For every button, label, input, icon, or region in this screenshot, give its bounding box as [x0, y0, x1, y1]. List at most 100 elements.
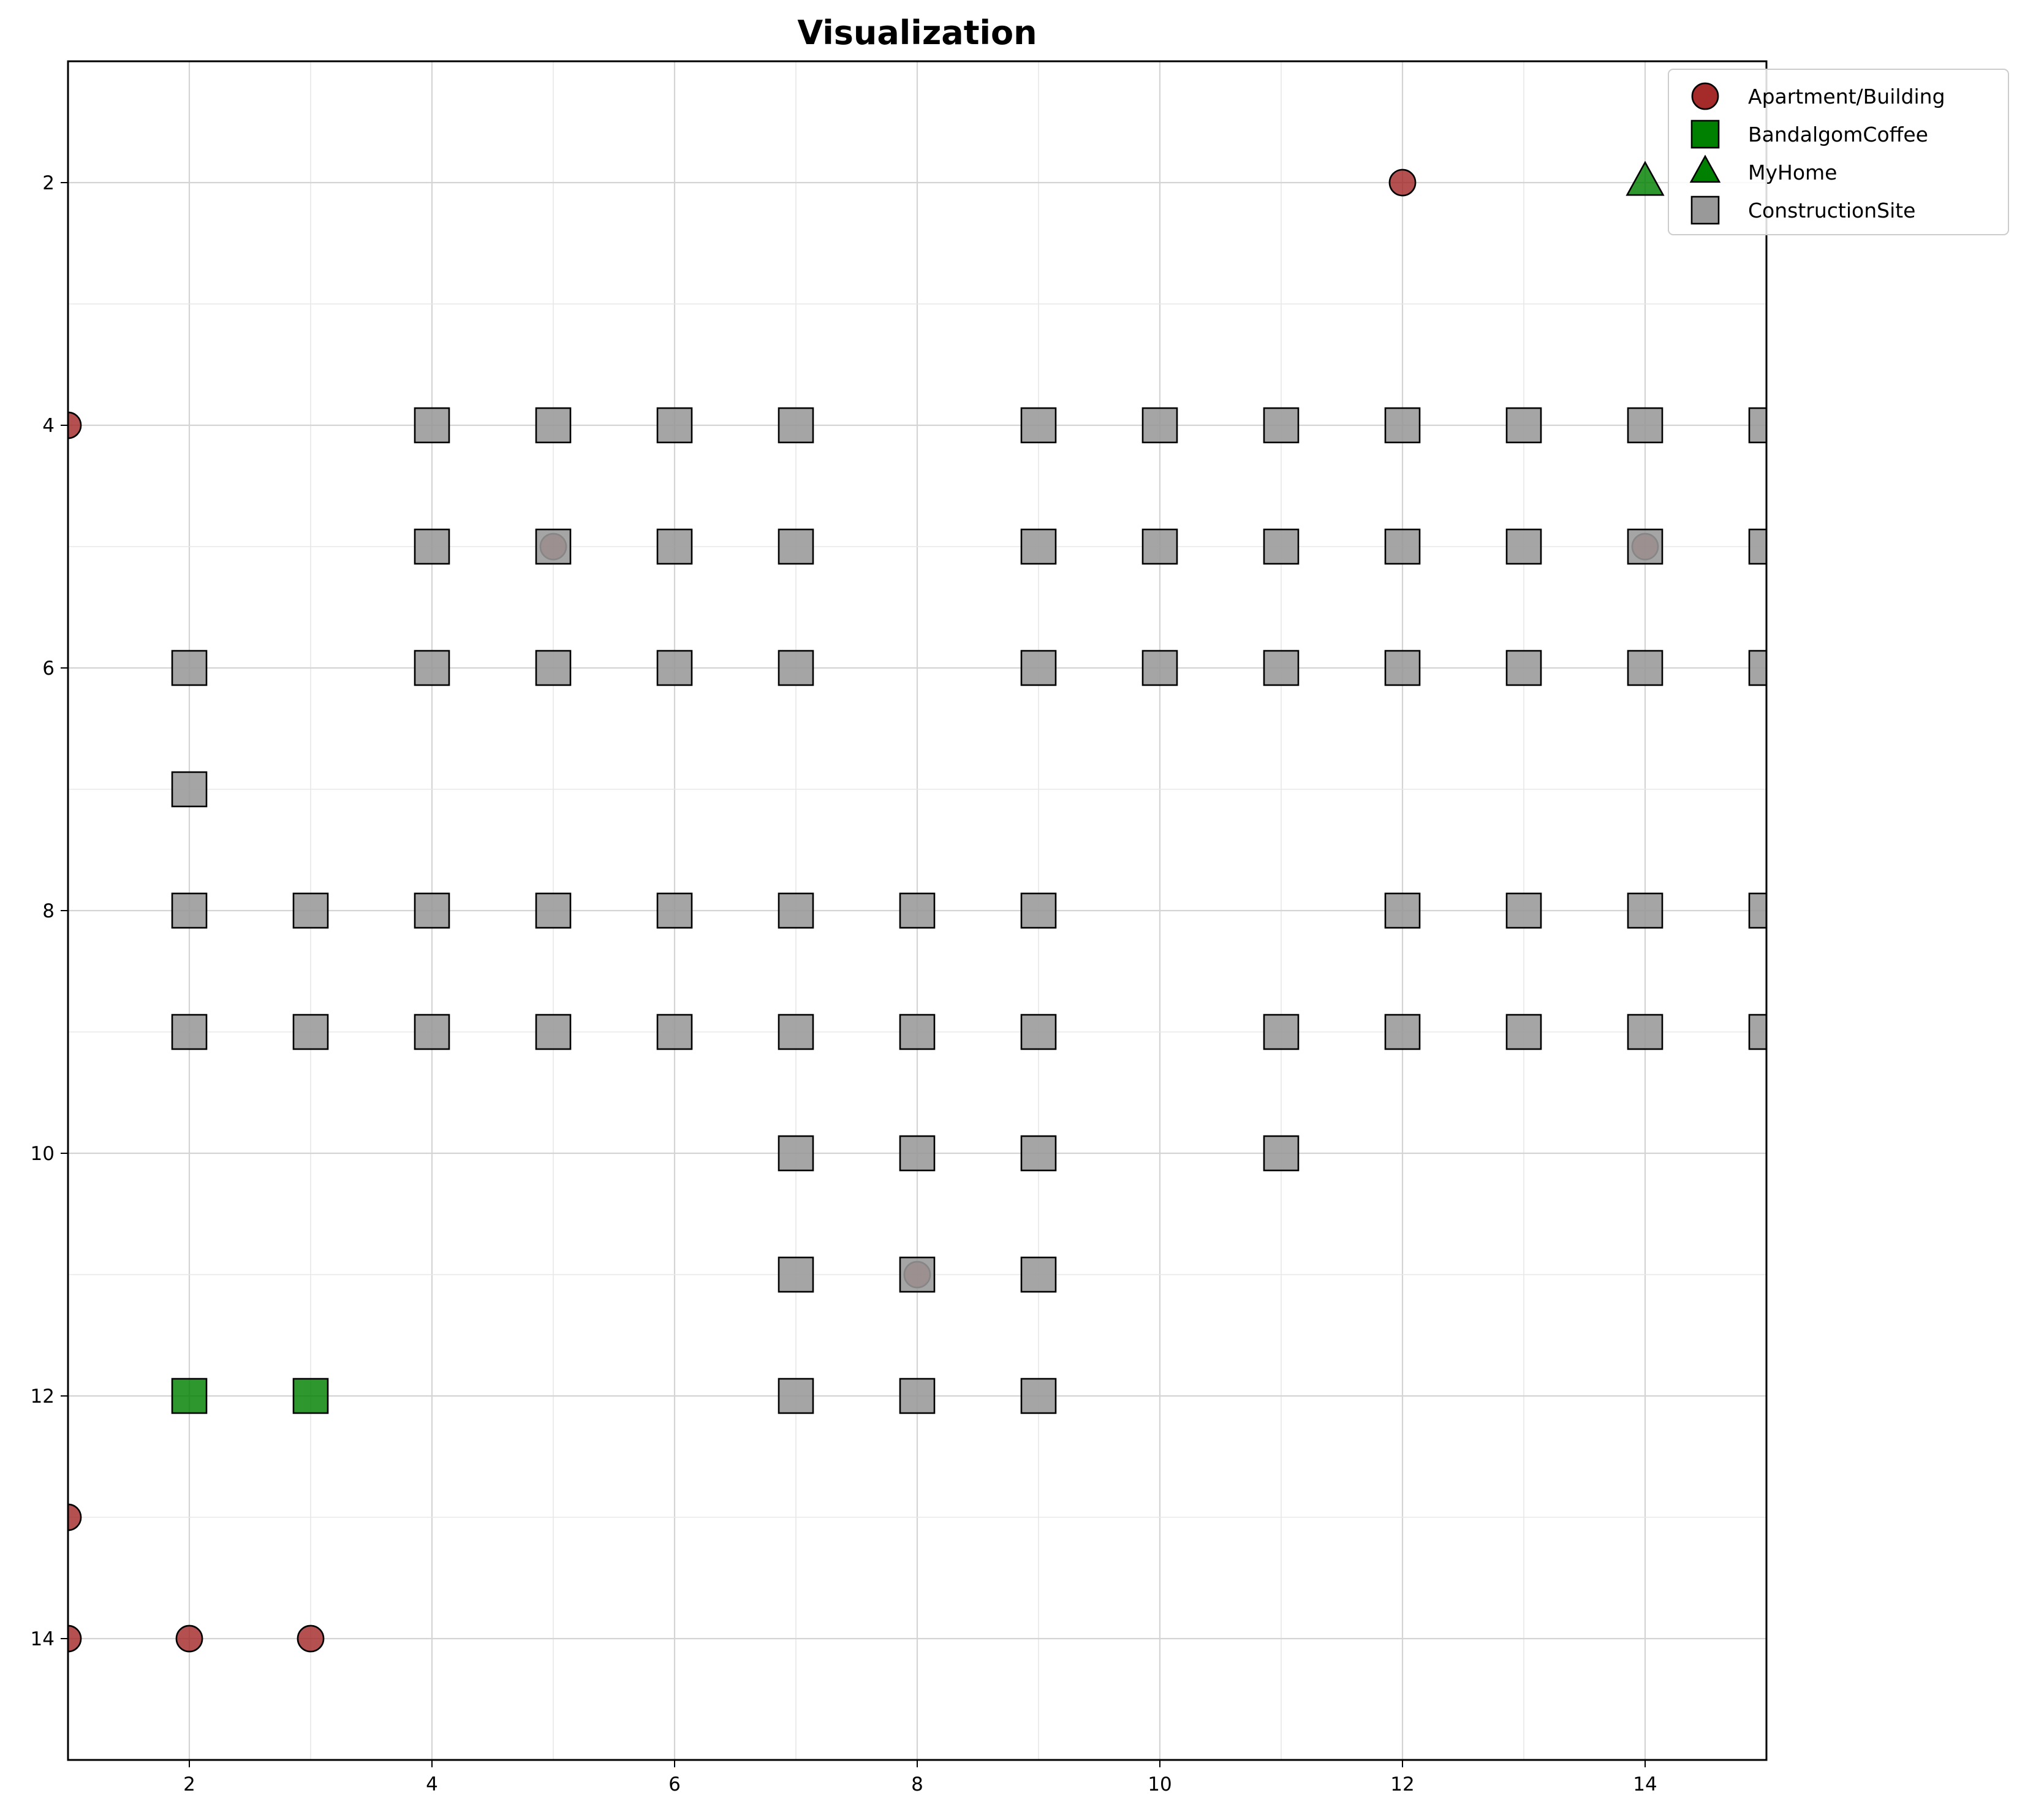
- data-point: [1384, 892, 1421, 929]
- data-point: [1020, 1378, 1057, 1414]
- x-tick-label: 2: [183, 1773, 195, 1795]
- y-tick-label: 14: [31, 1628, 55, 1650]
- y-tick-label: 10: [31, 1143, 55, 1165]
- data-point: [292, 1378, 329, 1414]
- data-point: [535, 650, 572, 686]
- data-point: [1263, 650, 1300, 686]
- data-point: [414, 650, 450, 686]
- legend-marker: [1690, 119, 1720, 149]
- data-point: [1141, 650, 1178, 686]
- data-point: [1748, 407, 1766, 444]
- data-point: [1020, 528, 1057, 565]
- data-point: [1384, 528, 1421, 565]
- data-point: [1748, 1014, 1766, 1050]
- data-point: [899, 1378, 936, 1414]
- data-point: [171, 892, 208, 929]
- data-point: [1748, 650, 1766, 686]
- data-point: [1505, 528, 1542, 565]
- data-point: [778, 407, 814, 444]
- data-point: [292, 892, 329, 929]
- x-tick-label: 4: [426, 1773, 438, 1795]
- x-tick-label: 6: [668, 1773, 681, 1795]
- data-point: [778, 892, 814, 929]
- data-point: [414, 1014, 450, 1050]
- data-point: [535, 892, 572, 929]
- data-point: [899, 1256, 936, 1293]
- x-tick-label: 10: [1148, 1773, 1171, 1795]
- data-point: [1263, 1135, 1300, 1172]
- data-point: [1627, 650, 1664, 686]
- data-point: [1263, 407, 1300, 444]
- data-point: [414, 892, 450, 929]
- data-point: [1748, 892, 1766, 929]
- data-point: [1020, 650, 1057, 686]
- y-tick-label: 8: [42, 900, 55, 922]
- data-point: [1263, 528, 1300, 565]
- data-point: [778, 528, 814, 565]
- x-tick-label: 8: [911, 1773, 923, 1795]
- data-point: [778, 1014, 814, 1050]
- data-point: [1020, 892, 1057, 929]
- chart-title: Visualization: [797, 13, 1037, 52]
- data-point: [899, 1135, 936, 1172]
- data-point: [1627, 1014, 1664, 1050]
- legend-label: Apartment/Building: [1748, 85, 1945, 108]
- legend-marker: [1690, 195, 1720, 225]
- series-constructionsite: [171, 407, 1766, 1414]
- data-point: [1505, 650, 1542, 686]
- x-axis: 2 4 6 8 10 12 14: [183, 1760, 1657, 1795]
- data-point: [1384, 1014, 1421, 1050]
- data-point: [778, 650, 814, 686]
- data-point: [656, 650, 693, 686]
- data-point: [1626, 161, 1665, 196]
- x-tick-label: 14: [1633, 1773, 1657, 1795]
- data-point: [656, 407, 693, 444]
- data-point: [535, 407, 572, 444]
- data-point: [68, 1503, 82, 1531]
- data-point: [1020, 407, 1057, 444]
- data-point: [68, 1625, 82, 1653]
- data-point: [535, 1014, 572, 1050]
- data-point: [778, 1378, 814, 1414]
- series-myhome: [1626, 161, 1665, 196]
- y-tick-label: 12: [31, 1386, 55, 1408]
- data-point: [414, 528, 450, 565]
- legend-label: BandalgomCoffee: [1748, 123, 1928, 146]
- data-point: [899, 1014, 936, 1050]
- y-axis: 2 4 6 8 10 12 14: [31, 172, 68, 1650]
- data-point: [1627, 407, 1664, 444]
- data-point: [1505, 407, 1542, 444]
- legend-label: ConstructionSite: [1748, 199, 1915, 222]
- x-tick-label: 12: [1390, 1773, 1414, 1795]
- data-point: [1627, 892, 1664, 929]
- legend-label: MyHome: [1748, 161, 1837, 184]
- legend-marker: [1689, 154, 1721, 183]
- data-point: [171, 771, 208, 808]
- data-point: [656, 528, 693, 565]
- data-point: [1020, 1256, 1057, 1293]
- data-point: [535, 528, 572, 565]
- data-point: [171, 1378, 208, 1414]
- series-bandalgomcoffee: [171, 1378, 329, 1414]
- data-point: [1505, 892, 1542, 929]
- data-point: [292, 1014, 329, 1050]
- data-point: [1141, 528, 1178, 565]
- data-point: [778, 1135, 814, 1172]
- legend-box: [1668, 69, 2009, 235]
- data-point: [1020, 1135, 1057, 1172]
- data-point: [1263, 1014, 1300, 1050]
- data-point: [68, 411, 82, 439]
- data-point: [778, 1256, 814, 1293]
- data-point: [1505, 1014, 1542, 1050]
- data-point: [1627, 528, 1664, 565]
- data-point: [171, 650, 208, 686]
- data-point: [656, 1014, 693, 1050]
- data-point: [175, 1625, 203, 1653]
- y-tick-label: 6: [42, 658, 55, 680]
- data-point: [1020, 1014, 1057, 1050]
- data-point: [1384, 407, 1421, 444]
- legend-marker: [1691, 82, 1719, 110]
- data-point: [414, 407, 450, 444]
- data-point: [171, 1014, 208, 1050]
